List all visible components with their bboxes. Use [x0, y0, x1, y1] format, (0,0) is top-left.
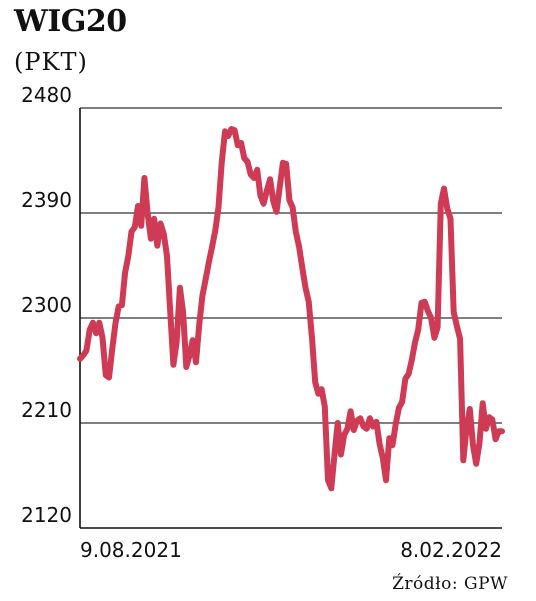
y-tick-label: 2300	[21, 293, 72, 317]
y-tick-label: 2480	[21, 83, 72, 107]
unit-label: (PKT)	[14, 48, 88, 76]
y-tick-label: 2120	[21, 503, 72, 527]
y-tick-label: 2390	[21, 188, 72, 212]
series-line	[77, 126, 505, 492]
y-tick-label: 2210	[21, 398, 72, 422]
chart-title: WIG20	[14, 4, 127, 39]
x-tick-label: 8.02.2022	[400, 538, 502, 562]
source-note: Źródło: GPW	[392, 574, 508, 594]
x-tick-label: 9.08.2021	[80, 538, 182, 562]
